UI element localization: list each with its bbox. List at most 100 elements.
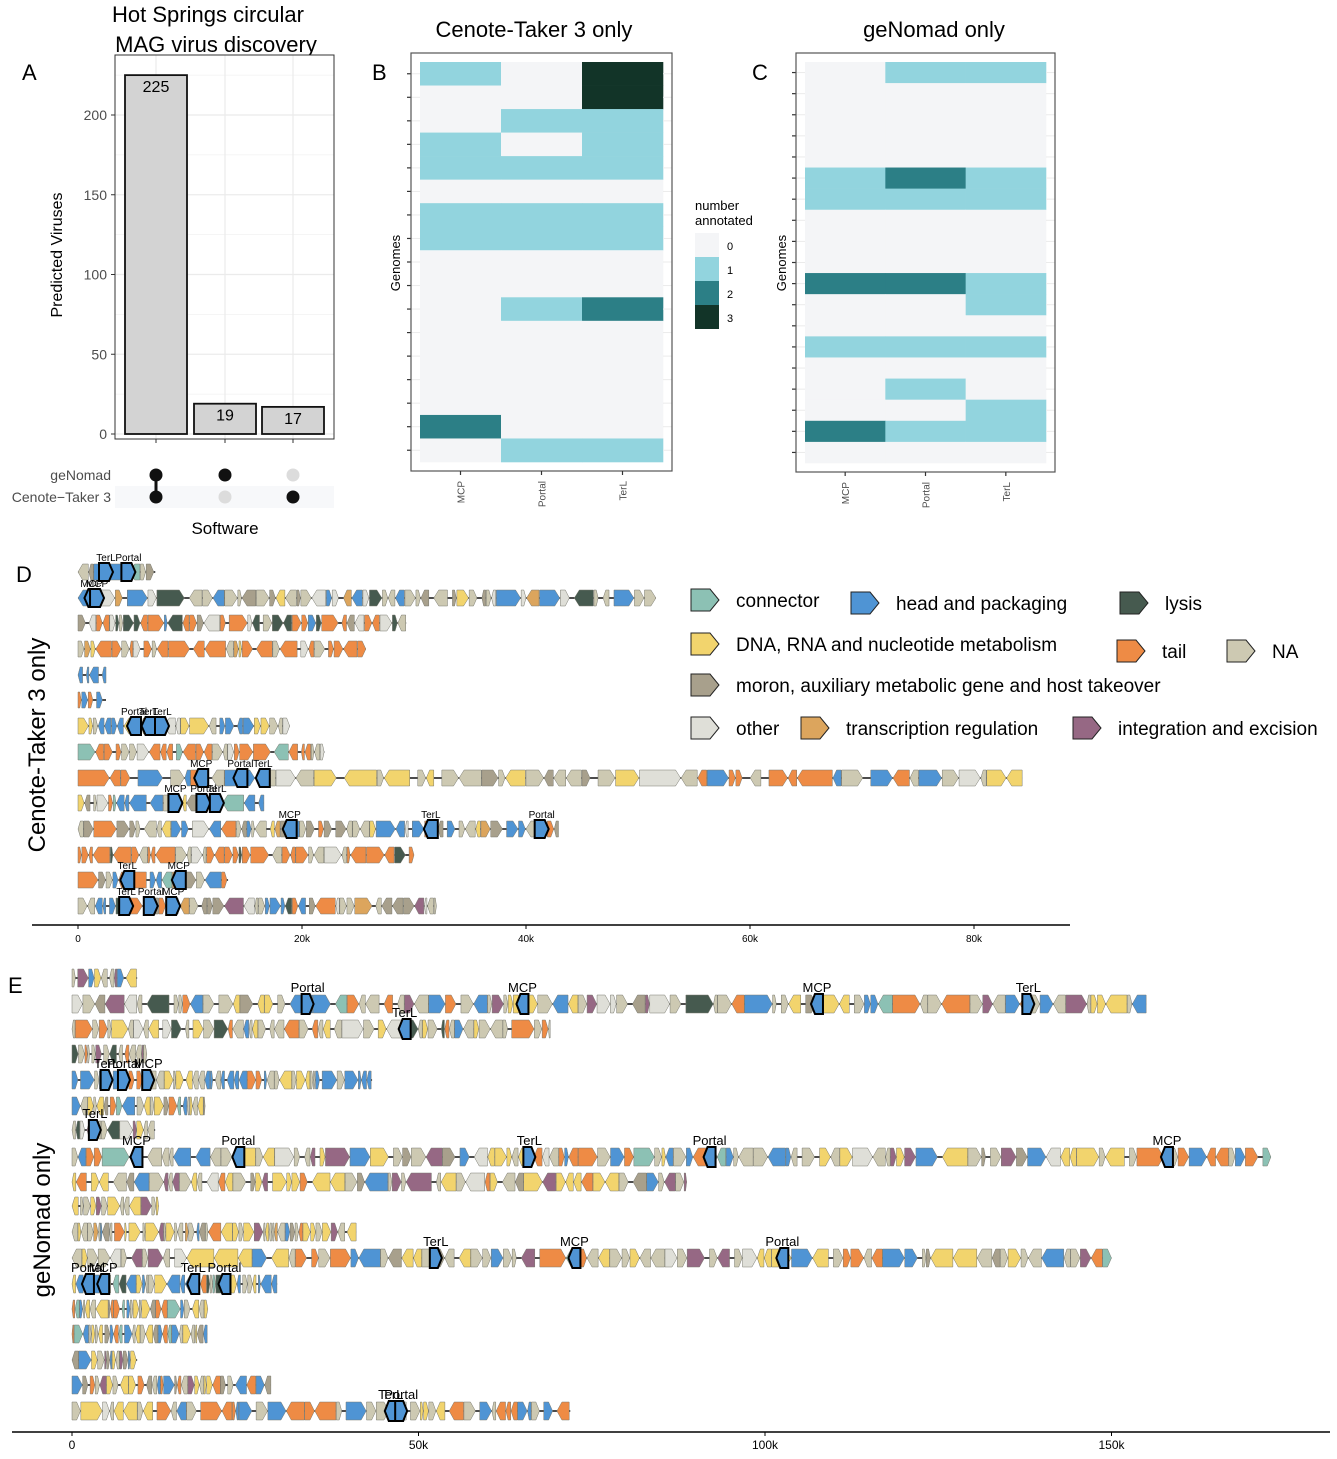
gene-arrow [586, 994, 597, 1014]
gene-arrow [422, 1019, 428, 1039]
gene-arrow [88, 614, 97, 632]
gene-arrow [77, 563, 89, 581]
heatmap-cell [501, 391, 583, 416]
heatmap-cell [805, 378, 886, 400]
gene-arrow [361, 1070, 367, 1090]
gene-arrow [315, 1222, 323, 1242]
hallmark-gene-label: TerL [421, 810, 441, 821]
gene-arrow [1028, 1248, 1042, 1268]
genome-row [71, 1096, 206, 1116]
gene-arrow [343, 640, 358, 658]
gene-arrow [80, 1096, 88, 1116]
gene-arrow [102, 1401, 110, 1421]
genome-map-cenote-taker: Cenote-Taker 3 only TerL PortalMCPMCPPort… [24, 553, 1070, 945]
gene-arrow [239, 743, 254, 761]
heatmap-cell [965, 83, 1047, 105]
gene-arrow [71, 1222, 78, 1242]
heatmap-cell [582, 320, 664, 345]
gene-arrow [384, 846, 395, 864]
gene-arrow [425, 1147, 443, 1167]
gene-arrow [212, 589, 225, 607]
gene-arrow [171, 1324, 180, 1344]
gene-arrow [915, 1147, 938, 1167]
gene-arrow [605, 1172, 620, 1192]
gene-arrow [151, 1375, 158, 1395]
gene-arrow [210, 1147, 221, 1167]
heatmap-cell [582, 297, 664, 322]
heatmap-cell [965, 441, 1047, 464]
gene-arrow [113, 1172, 127, 1192]
heatmap-title: Cenote-Taker 3 only [436, 17, 633, 42]
gene-arrow [350, 846, 367, 864]
gene-arrow [554, 820, 559, 838]
gene-arrow [177, 1222, 184, 1242]
gene-arrow [102, 897, 106, 915]
gene-arrow [510, 1401, 518, 1421]
gene-arrow [491, 1401, 497, 1421]
gene-arrow [101, 1147, 130, 1167]
gene-arrow [375, 820, 396, 838]
gene-arrow [126, 1172, 135, 1192]
gene-arrow [502, 1172, 516, 1192]
gene-arrow [91, 1044, 96, 1064]
gene-arrow [322, 1222, 332, 1242]
gene-arrow [541, 1019, 549, 1039]
gene-arrow [84, 1044, 88, 1064]
heatmap-cell [501, 109, 583, 133]
gene-arrow [128, 1019, 134, 1039]
gene-arrow [138, 1299, 142, 1319]
gene-arrow [357, 1172, 365, 1192]
gene-arrow [71, 1044, 79, 1064]
gene-arrow [242, 1274, 248, 1294]
gene-arrow [318, 820, 324, 838]
gene-arrow [366, 846, 385, 864]
gene-arrow [885, 1147, 891, 1167]
gene-arrow [87, 1248, 99, 1268]
hallmark-gene-label: Portal [115, 553, 141, 564]
gene-arrow [161, 1299, 168, 1319]
gene-arrow [107, 1196, 121, 1216]
x-axis-label: Software [191, 519, 258, 538]
heatmap-cell [885, 251, 966, 274]
gene-arrow [77, 871, 99, 889]
gene-arrow [246, 820, 252, 838]
gene-arrow [238, 846, 242, 864]
heatmap-cell [501, 367, 583, 392]
gene-arrow [645, 994, 650, 1014]
hallmark-gene-label: Portal [384, 1387, 418, 1402]
gene-arrow [247, 1274, 253, 1294]
gene-category-legend: connector head and packaging lysis DNA, RNA… [690, 588, 1318, 740]
gene-arrow [77, 846, 82, 864]
heatmap-cell [885, 62, 966, 84]
hallmark-gene-portal [231, 1146, 246, 1168]
gene-arrow [448, 1401, 464, 1421]
gene-arrow [484, 1172, 491, 1192]
gene-arrow [292, 897, 299, 915]
gene-arrow [127, 589, 148, 607]
gene-arrow [129, 794, 147, 812]
gene-arrow [298, 1222, 303, 1242]
gene-arrow [108, 1299, 111, 1319]
gene-arrow [272, 614, 284, 632]
gene-arrow [208, 1222, 222, 1242]
gene-arrow [255, 1172, 263, 1192]
gene-arrow [697, 769, 707, 787]
gene-arrow [93, 794, 97, 812]
gene-arrow [177, 1375, 182, 1395]
gene-arrow [387, 1172, 393, 1192]
gene-arrow [310, 1147, 316, 1167]
gene-arrow [150, 846, 156, 864]
gene-arrow [372, 614, 380, 632]
gene-arrow [96, 794, 109, 812]
gene-arrow [358, 1248, 381, 1268]
gene-arrow [121, 1096, 135, 1116]
legend-gene-arrow [690, 716, 720, 740]
gene-arrow [129, 820, 136, 838]
gene-arrow [161, 871, 173, 889]
gene-arrow [1127, 994, 1133, 1014]
gene-arrow [128, 1222, 141, 1242]
gene-arrow [527, 1401, 532, 1421]
gene-arrow [255, 1401, 268, 1421]
gene-arrow [77, 968, 89, 988]
